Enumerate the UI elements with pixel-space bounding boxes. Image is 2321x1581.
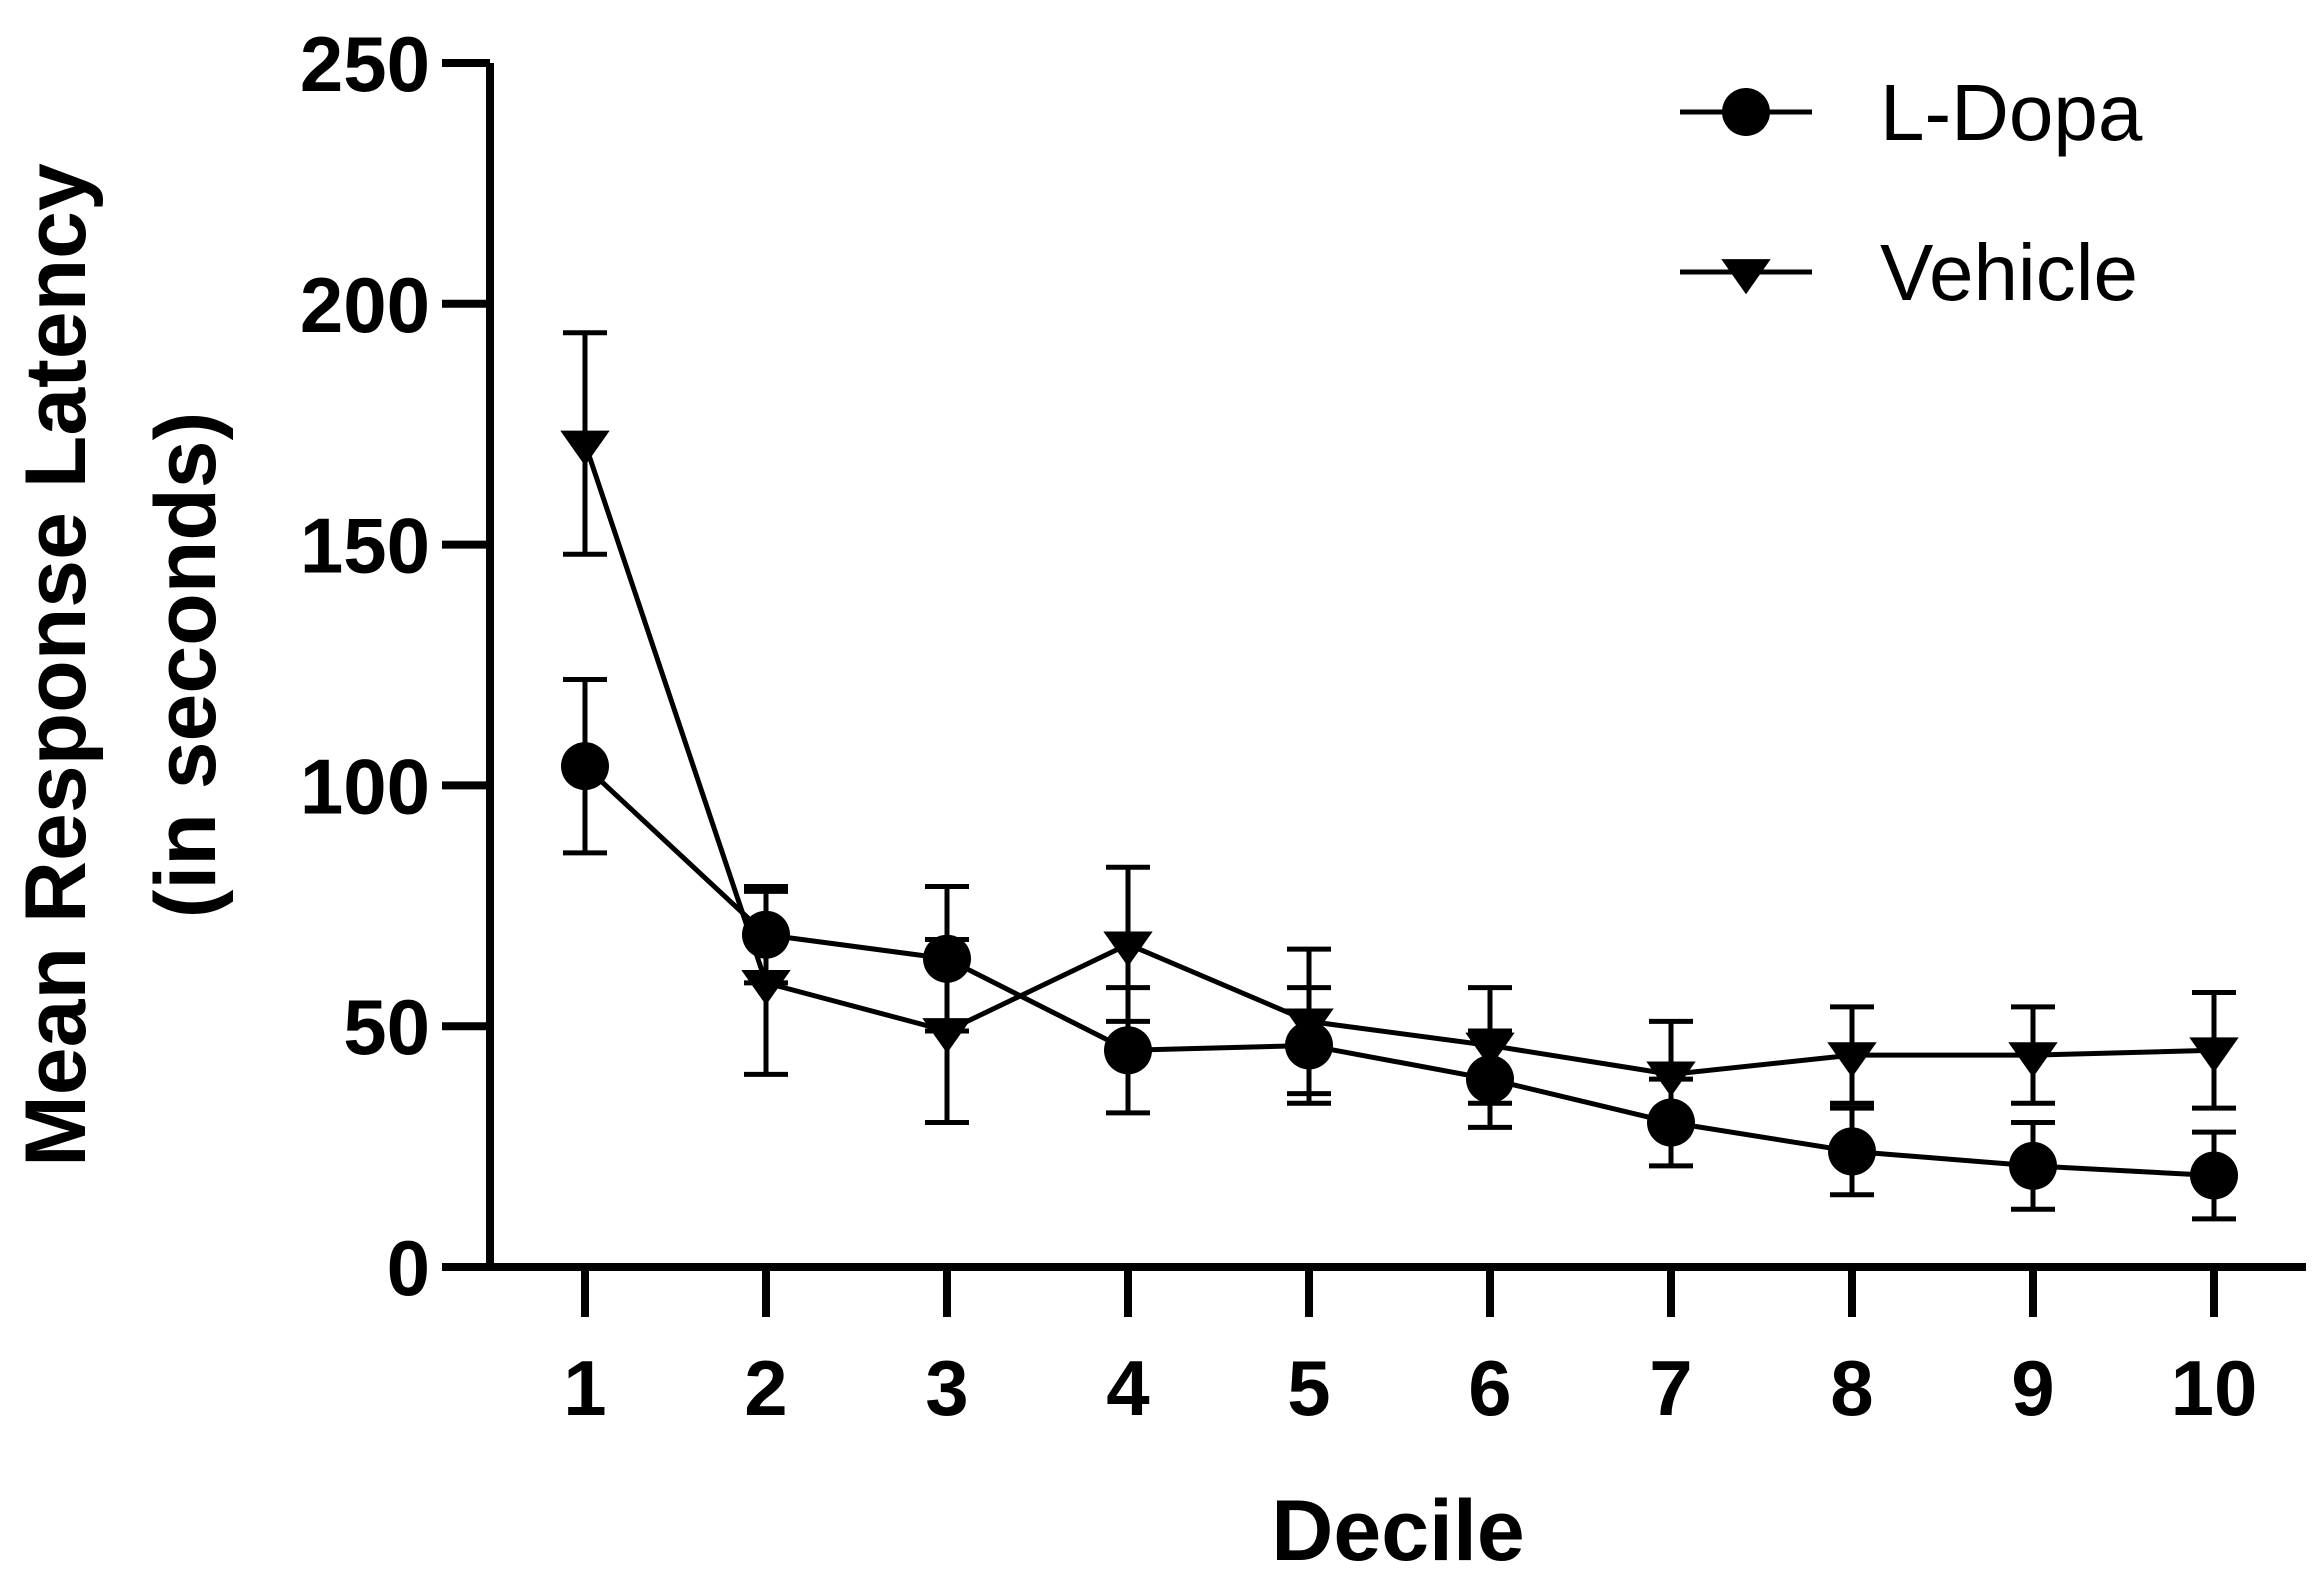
data-point <box>2009 1141 2057 1190</box>
series-line <box>583 764 2215 1178</box>
y-axis-title-line-2: (in seconds) <box>138 412 234 919</box>
series-layer <box>560 330 2239 1222</box>
data-point <box>741 969 791 1006</box>
data-point <box>1104 1026 1152 1075</box>
data-point <box>2008 1042 2058 1078</box>
x-tick-label-5: 5 <box>1287 1344 1330 1432</box>
legend-label-vehicle: Vehicle <box>1880 228 2138 317</box>
x-ticks: 1 2 3 4 5 6 7 8 9 10 <box>563 1267 2257 1432</box>
legend-label-l-dopa: L-Dopa <box>1880 68 2143 157</box>
data-point <box>561 742 609 791</box>
x-tick-label-3: 3 <box>925 1344 968 1432</box>
data-point <box>1465 1032 1515 1068</box>
x-tick-label-7: 7 <box>1649 1344 1692 1432</box>
x-tick-label-4: 4 <box>1106 1344 1149 1432</box>
series-vehicle <box>560 330 2239 1130</box>
legend-marker-vehicle <box>1721 259 1771 295</box>
y-tick-label-250: 250 <box>300 20 430 108</box>
series-l-dopa <box>561 676 2238 1222</box>
x-tick-label-9: 9 <box>2011 1344 2054 1432</box>
y-tick-label-50: 50 <box>343 983 430 1071</box>
legend-item-l-dopa: L-Dopa <box>1680 68 2143 157</box>
data-point <box>1646 1061 1696 1097</box>
series-line <box>582 442 2215 1077</box>
y-tick-label-100: 100 <box>300 742 430 830</box>
data-point <box>560 430 610 466</box>
data-point <box>2189 1037 2239 1073</box>
y-tick-label-0: 0 <box>387 1224 430 1312</box>
data-point <box>922 1018 972 1054</box>
y-ticks: 0 50 100 150 200 250 <box>300 20 490 1312</box>
y-tick-label-200: 200 <box>300 261 430 349</box>
axes: 0 50 100 150 200 250 1 2 3 4 5 6 7 8 9 10 <box>300 20 2306 1432</box>
legend-marker-l-dopa <box>1722 88 1770 136</box>
data-point <box>1284 1008 1334 1044</box>
x-tick-label-10: 10 <box>2171 1344 2258 1432</box>
y-tick-label-150: 150 <box>300 502 430 590</box>
x-tick-label-2: 2 <box>744 1344 787 1432</box>
legend: L-Dopa Vehicle <box>1680 68 2143 317</box>
x-axis-title: Decile <box>1271 1483 1524 1579</box>
x-tick-label-1: 1 <box>563 1344 606 1432</box>
data-point <box>1103 931 1153 967</box>
data-point <box>1828 1127 1876 1176</box>
x-tick-label-8: 8 <box>1830 1344 1873 1432</box>
y-axis-title-line-1: Mean Response Latency <box>8 163 104 1167</box>
legend-item-vehicle: Vehicle <box>1680 228 2138 317</box>
data-point <box>2190 1151 2238 1200</box>
data-point <box>1827 1042 1877 1078</box>
x-tick-label-6: 6 <box>1468 1344 1511 1432</box>
